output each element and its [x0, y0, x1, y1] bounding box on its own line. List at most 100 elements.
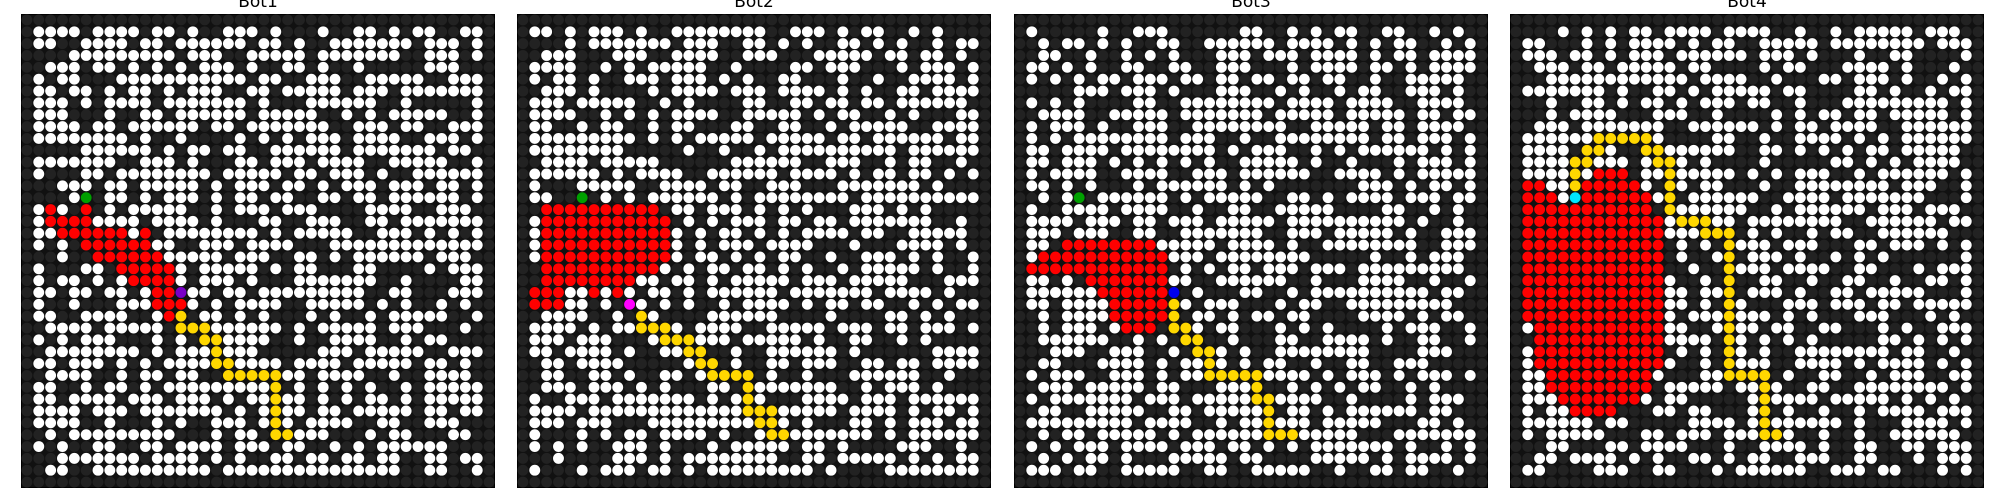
- open-cell: [1121, 109, 1133, 121]
- open-cell: [353, 38, 365, 50]
- wall-cell: [1522, 26, 1534, 38]
- open-cell: [1405, 85, 1417, 97]
- wall-cell: [175, 14, 187, 26]
- wall-cell: [1393, 180, 1405, 192]
- wall-cell: [1842, 14, 1854, 26]
- wall-cell: [1085, 109, 1097, 121]
- open-cell: [175, 109, 187, 121]
- wall-cell: [908, 346, 920, 358]
- wall-cell: [541, 393, 553, 405]
- wall-cell: [576, 369, 588, 381]
- open-cell: [778, 275, 790, 287]
- open-cell: [1441, 251, 1452, 263]
- wall-cell: [1180, 85, 1192, 97]
- open-cell: [908, 132, 920, 144]
- open-cell: [1452, 85, 1464, 97]
- open-cell: [163, 192, 175, 204]
- open-cell: [199, 144, 211, 156]
- open-cell: [742, 239, 754, 251]
- wall-cell: [1346, 322, 1358, 334]
- open-cell: [718, 26, 730, 38]
- open-cell: [695, 322, 707, 334]
- open-cell: [80, 38, 92, 50]
- wall-cell: [766, 476, 778, 488]
- open-cell: [199, 50, 211, 61]
- wall-cell: [80, 109, 92, 121]
- wall-cell: [21, 417, 33, 429]
- open-cell: [790, 287, 801, 298]
- fire-cell: [588, 275, 600, 287]
- wall-cell: [1476, 73, 1488, 85]
- open-cell: [1132, 381, 1144, 393]
- open-cell: [1038, 144, 1050, 156]
- wall-cell: [624, 168, 636, 180]
- open-cell: [1346, 121, 1358, 133]
- open-cell: [955, 97, 967, 109]
- open-cell: [861, 227, 873, 239]
- wall-cell: [388, 97, 400, 109]
- wall-cell: [659, 121, 671, 133]
- open-cell: [718, 168, 730, 180]
- open-cell: [365, 121, 377, 133]
- wall-cell: [353, 381, 365, 393]
- open-cell: [1358, 358, 1370, 370]
- open-cell: [187, 381, 199, 393]
- open-cell: [1050, 346, 1061, 358]
- wall-cell: [1061, 441, 1073, 452]
- wall-cell: [1204, 215, 1215, 227]
- open-cell: [1180, 452, 1192, 464]
- open-cell: [1441, 144, 1452, 156]
- open-cell: [459, 239, 471, 251]
- wall-cell: [21, 452, 33, 464]
- open-cell: [1097, 358, 1109, 370]
- wall-cell: [529, 85, 541, 97]
- wall-cell: [1192, 38, 1204, 50]
- open-cell: [647, 156, 659, 168]
- open-cell: [305, 215, 317, 227]
- open-cell: [932, 429, 944, 441]
- open-cell: [353, 369, 365, 381]
- open-cell: [683, 393, 695, 405]
- open-cell: [683, 298, 695, 310]
- wall-cell: [1121, 121, 1133, 133]
- wall-cell: [517, 417, 529, 429]
- wall-cell: [790, 50, 801, 61]
- open-cell: [104, 393, 116, 405]
- wall-cell: [1156, 346, 1168, 358]
- wall-cell: [1275, 381, 1287, 393]
- fire-cell: [624, 239, 636, 251]
- open-cell: [68, 26, 80, 38]
- fire-cell: [541, 227, 553, 239]
- wall-cell: [151, 97, 163, 109]
- open-cell: [329, 97, 341, 109]
- fire-cell: [1144, 310, 1156, 322]
- wall-cell: [353, 14, 365, 26]
- wall-cell: [671, 441, 683, 452]
- open-cell: [659, 180, 671, 192]
- wall-cell: [270, 441, 282, 452]
- open-cell: [400, 38, 412, 50]
- open-cell: [1192, 251, 1204, 263]
- open-cell: [1310, 97, 1322, 109]
- open-cell: [151, 369, 163, 381]
- open-cell: [553, 73, 564, 85]
- open-cell: [908, 180, 920, 192]
- open-cell: [612, 358, 624, 370]
- open-cell: [659, 298, 671, 310]
- wall-cell: [861, 132, 873, 144]
- wall-cell: [1026, 346, 1038, 358]
- open-cell: [104, 310, 116, 322]
- open-cell: [282, 417, 294, 429]
- wall-cell: [21, 310, 33, 322]
- open-cell: [128, 61, 140, 73]
- open-cell: [1204, 144, 1215, 156]
- fire-cell: [612, 239, 624, 251]
- wall-cell: [163, 417, 175, 429]
- wall-cell: [1405, 109, 1417, 121]
- open-cell: [1180, 275, 1192, 287]
- wall-cell: [1522, 14, 1534, 26]
- open-cell: [1227, 263, 1239, 275]
- open-cell: [1628, 38, 1640, 50]
- open-cell: [163, 358, 175, 370]
- open-cell: [1464, 429, 1476, 441]
